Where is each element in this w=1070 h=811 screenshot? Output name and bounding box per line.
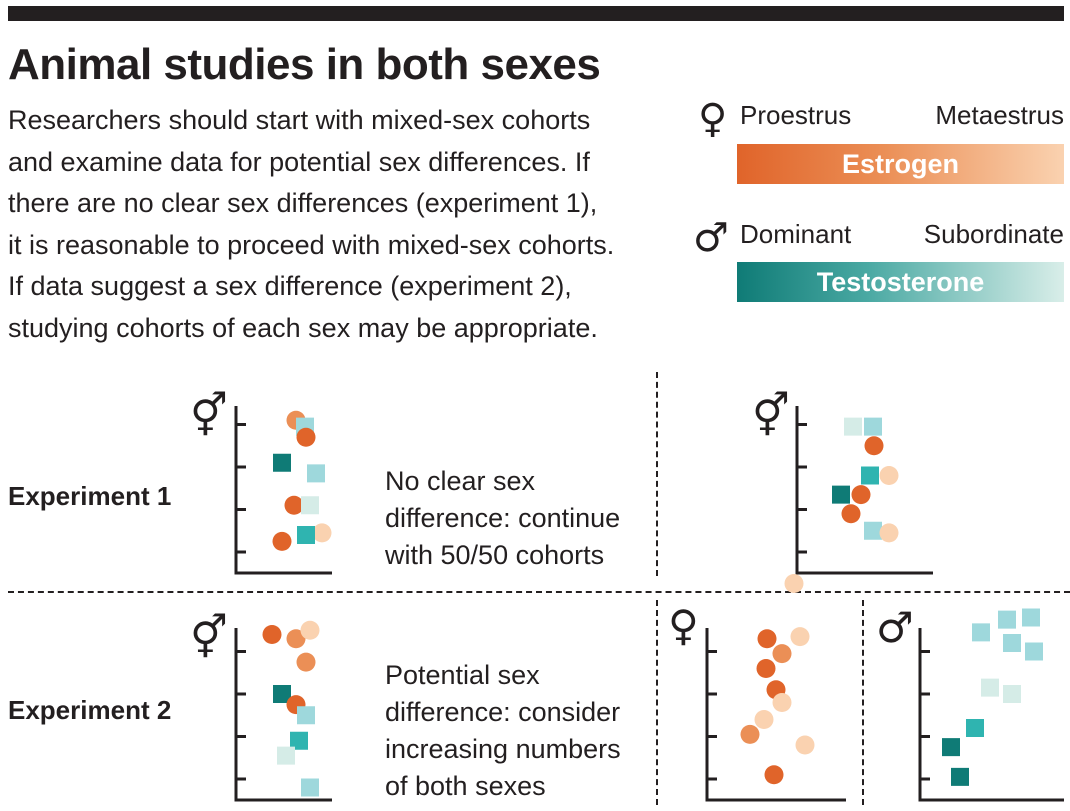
legend-subordinate-label: Subordinate (923, 219, 1064, 249)
experiment-divider (8, 591, 1070, 593)
data-point-circle (284, 495, 304, 515)
top-rule (8, 6, 1064, 21)
note-line: with 50/50 cohorts (385, 540, 605, 570)
legend-proestrus-label: Proestrus (740, 100, 852, 130)
data-point-square (981, 678, 999, 697)
data-point-circle (772, 693, 792, 712)
data-point-square (844, 417, 862, 436)
plot-symbol-icon: ⚥ (190, 613, 228, 662)
data-point-circle (784, 574, 804, 593)
data-point-square (1003, 685, 1021, 703)
experiment-2-divider-right (862, 600, 864, 805)
data-point-circle (312, 523, 332, 543)
experiment-2-divider-left (656, 600, 658, 805)
data-point-square (832, 485, 850, 504)
data-point-square (1022, 608, 1040, 627)
data-point-circle (772, 644, 792, 664)
plot-symbol-icon: ⚥ (752, 391, 790, 440)
description-line: there are no clear sex differences (expe… (8, 188, 598, 219)
data-point-circle (300, 620, 320, 640)
data-point-square (998, 610, 1016, 629)
data-point-circle (296, 652, 316, 672)
legend-dominant-label: Dominant (740, 219, 852, 249)
data-point-square (307, 464, 325, 483)
note-line: No clear sex (385, 466, 536, 496)
note-line: difference: consider (385, 697, 621, 727)
data-point-square (861, 466, 879, 485)
plot-symbol-icon: ♂ (876, 603, 914, 652)
plot-symbol-icon: ♀ (668, 601, 699, 650)
data-point-square (972, 623, 990, 642)
data-point-circle (756, 659, 776, 678)
data-point-square (1003, 634, 1021, 652)
experiment-1-note: No clear sex difference: continue with 5… (385, 463, 655, 574)
data-point-circle (841, 504, 861, 524)
data-point-circle (864, 436, 884, 456)
data-point-square (951, 767, 969, 786)
legend-metaestrus-label: Metaestrus (935, 100, 1064, 130)
note-line: difference: continue (385, 503, 621, 533)
data-point-circle (851, 485, 871, 505)
data-point-square (864, 417, 882, 436)
data-point-square (277, 746, 295, 765)
data-point-square (301, 778, 319, 797)
data-point-circle (764, 765, 784, 785)
data-point-square (864, 521, 882, 540)
data-point-square (966, 719, 984, 737)
description-line: studying cohorts of each sex may be appr… (8, 312, 598, 343)
note-line: increasing numbers (385, 734, 621, 764)
description-line: If data suggest a sex difference (experi… (8, 271, 572, 302)
data-point-square (942, 738, 960, 757)
description-line: it is reasonable to proceed with mixed-s… (8, 229, 615, 260)
experiment-2-label: Experiment 2 (8, 695, 172, 725)
data-point-square (290, 731, 308, 750)
data-point-circle (262, 625, 282, 644)
experiment-1-divider (656, 372, 658, 576)
note-line: Potential sex (385, 660, 540, 690)
experiment-1-label: Experiment 1 (8, 481, 172, 511)
estrogen-gradient-bar: Estrogen (737, 144, 1064, 184)
data-point-circle (757, 629, 777, 649)
data-point-circle (272, 531, 292, 551)
data-point-square (297, 526, 315, 544)
data-point-circle (879, 466, 899, 485)
experiment-2-note: Potential sex difference: consider incre… (385, 657, 655, 805)
data-point-square (301, 496, 319, 515)
testosterone-gradient-bar: Testosterone (737, 262, 1064, 302)
data-point-square (273, 453, 291, 472)
page-title: Animal studies in both sexes (8, 40, 601, 89)
data-point-circle (790, 627, 810, 647)
description: Researchers should start with mixed-sex … (8, 100, 698, 350)
plot-symbol-icon: ⚥ (190, 391, 228, 440)
data-point-square (1025, 642, 1043, 661)
data-point-square (297, 706, 315, 725)
data-point-circle (296, 427, 316, 447)
male-symbol-icon: ♂ (693, 215, 729, 261)
data-point-circle (879, 523, 899, 543)
data-point-circle (740, 724, 760, 744)
description-line: and examine data for potential sex diffe… (8, 146, 590, 177)
female-symbol-icon: ♀ (698, 96, 728, 142)
note-line: of both sexes (385, 771, 546, 801)
data-point-square (273, 685, 291, 703)
description-line: Researchers should start with mixed-sex … (8, 105, 591, 135)
data-point-circle (795, 735, 815, 755)
data-point-circle (286, 629, 306, 649)
data-point-circle (754, 710, 774, 729)
